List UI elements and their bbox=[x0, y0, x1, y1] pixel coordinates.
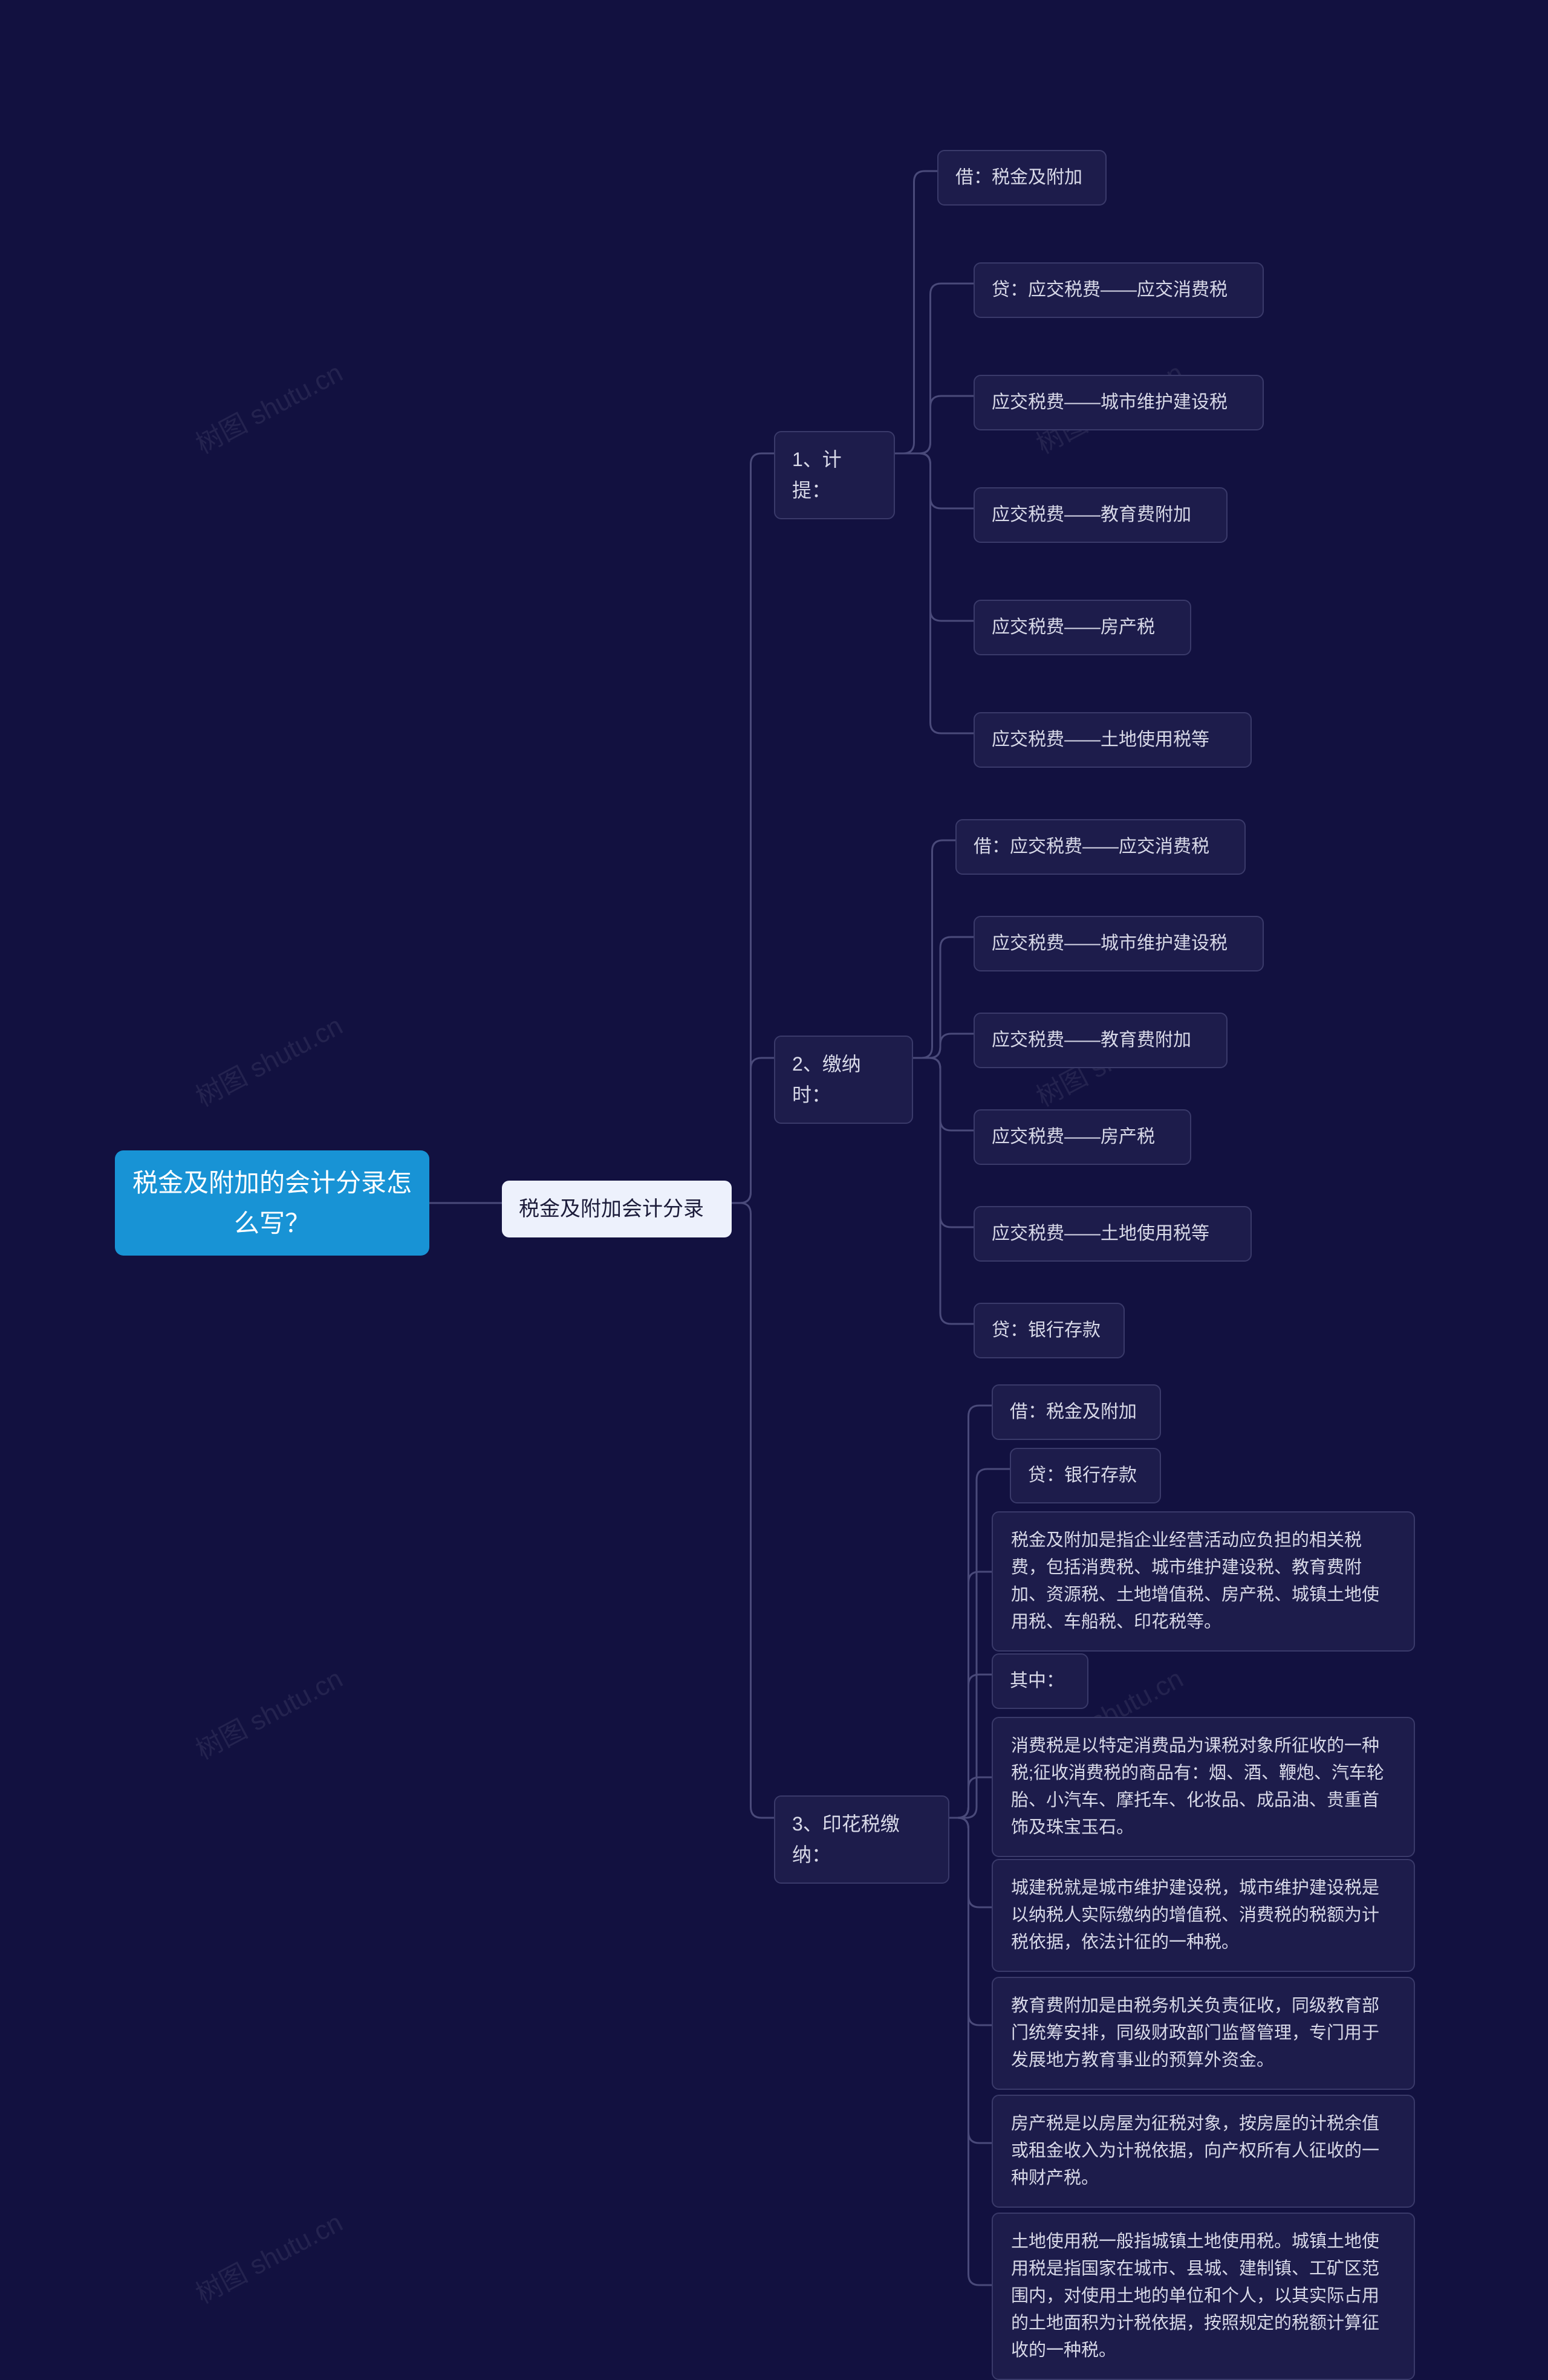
leaf-b1-1: 贷：应交税费——应交消费税 bbox=[974, 262, 1264, 318]
connector bbox=[895, 453, 974, 508]
branch-b2: 2、缴纳时： bbox=[774, 1036, 913, 1124]
leaf-b3-4: 消费税是以特定消费品为课税对象所征收的一种税;征收消费税的商品有：烟、酒、鞭炮、… bbox=[992, 1717, 1415, 1857]
connector bbox=[949, 1818, 992, 2143]
watermark: 树图 shutu.cn bbox=[188, 1004, 348, 1114]
connector bbox=[895, 453, 974, 733]
connector bbox=[913, 1058, 974, 1130]
leaf-b3-0: 借：税金及附加 bbox=[992, 1384, 1161, 1440]
leaf-b1-1-label: 贷：应交税费——应交消费税 bbox=[992, 276, 1228, 305]
leaf-b3-6: 教育费附加是由税务机关负责征收，同级教育部门统筹安排，同级财政部门监督管理，专门… bbox=[992, 1977, 1415, 2090]
sub-node: 税金及附加会计分录 bbox=[502, 1181, 732, 1237]
leaf-b3-7: 房产税是以房屋为征税对象，按房屋的计税余值或租金收入为计税依据，向产权所有人征收… bbox=[992, 2095, 1415, 2208]
leaf-b2-0-label: 借：应交税费——应交消费税 bbox=[974, 832, 1209, 861]
connector bbox=[732, 1203, 774, 1818]
connector bbox=[913, 937, 974, 1058]
leaf-b1-5: 应交税费——土地使用税等 bbox=[974, 712, 1252, 768]
connector bbox=[949, 1572, 992, 1818]
leaf-b3-2: 税金及附加是指企业经营活动应负担的相关税费，包括消费税、城市维护建设税、教育费附… bbox=[992, 1511, 1415, 1652]
leaf-b1-3-label: 应交税费——教育费附加 bbox=[992, 501, 1191, 530]
connector bbox=[949, 1818, 992, 2025]
connector bbox=[732, 453, 774, 1203]
connector bbox=[949, 1675, 992, 1818]
leaf-b2-4-label: 应交税费——土地使用税等 bbox=[992, 1219, 1209, 1248]
leaf-b3-7-label: 房产税是以房屋为征税对象，按房屋的计税余值或租金收入为计税依据，向产权所有人征收… bbox=[1011, 2110, 1396, 2192]
leaf-b3-6-label: 教育费附加是由税务机关负责征收，同级教育部门统筹安排，同级财政部门监督管理，专门… bbox=[1011, 1993, 1396, 2074]
leaf-b3-5-label: 城建税就是城市维护建设税，城市维护建设税是以纳税人实际缴纳的增值税、消费税的税额… bbox=[1011, 1875, 1396, 1956]
leaf-b3-8: 土地使用税一般指城镇土地使用税。城镇土地使用税是指国家在城市、县城、建制镇、工矿… bbox=[992, 2213, 1415, 2380]
branch-b2-label: 2、缴纳时： bbox=[792, 1049, 895, 1111]
leaf-b2-3: 应交税费——房产税 bbox=[974, 1109, 1191, 1165]
root-node: 税金及附加的会计分录怎么写？ bbox=[115, 1150, 429, 1256]
leaf-b3-3: 其中： bbox=[992, 1653, 1088, 1709]
branch-b3: 3、印花税缴纳： bbox=[774, 1795, 949, 1884]
leaf-b3-3-label: 其中： bbox=[1010, 1667, 1064, 1696]
connector bbox=[949, 1818, 992, 2285]
leaf-b1-2: 应交税费——城市维护建设税 bbox=[974, 375, 1264, 430]
connector bbox=[895, 453, 974, 621]
leaf-b1-0: 借：税金及附加 bbox=[937, 150, 1107, 206]
watermark: 树图 shutu.cn bbox=[188, 1657, 348, 1767]
branch-b1-label: 1、计提： bbox=[792, 444, 877, 506]
leaf-b2-4: 应交税费——土地使用税等 bbox=[974, 1206, 1252, 1262]
leaf-b2-1-label: 应交税费——城市维护建设税 bbox=[992, 929, 1228, 958]
leaf-b3-1-label: 贷：银行存款 bbox=[1028, 1461, 1137, 1490]
connector bbox=[895, 396, 974, 453]
root-node-label: 税金及附加的会计分录怎么写？ bbox=[132, 1162, 412, 1244]
leaf-b3-8-label: 土地使用税一般指城镇土地使用税。城镇土地使用税是指国家在城市、县城、建制镇、工矿… bbox=[1011, 2228, 1396, 2364]
connector bbox=[949, 1406, 992, 1818]
leaf-b1-4: 应交税费——房产税 bbox=[974, 600, 1191, 655]
leaf-b2-2-label: 应交税费——教育费附加 bbox=[992, 1026, 1191, 1055]
leaf-b3-0-label: 借：税金及附加 bbox=[1010, 1398, 1137, 1427]
connector bbox=[913, 840, 955, 1058]
leaf-b3-1: 贷：银行存款 bbox=[1010, 1448, 1161, 1503]
branch-b3-label: 3、印花税缴纳： bbox=[792, 1809, 931, 1870]
connector bbox=[949, 1818, 992, 1907]
leaf-b2-5: 贷：银行存款 bbox=[974, 1303, 1125, 1358]
connector bbox=[949, 1777, 992, 1818]
connector bbox=[732, 1058, 774, 1203]
connector bbox=[913, 1058, 974, 1227]
leaf-b2-1: 应交税费——城市维护建设税 bbox=[974, 916, 1264, 971]
leaf-b1-5-label: 应交税费——土地使用税等 bbox=[992, 725, 1209, 754]
leaf-b1-3: 应交税费——教育费附加 bbox=[974, 487, 1228, 543]
leaf-b2-3-label: 应交税费——房产税 bbox=[992, 1123, 1155, 1152]
connector bbox=[913, 1034, 974, 1058]
leaf-b3-2-label: 税金及附加是指企业经营活动应负担的相关税费，包括消费税、城市维护建设税、教育费附… bbox=[1011, 1527, 1396, 1636]
sub-node-label: 税金及附加会计分录 bbox=[519, 1193, 704, 1225]
connector bbox=[895, 284, 974, 453]
branch-b1: 1、计提： bbox=[774, 431, 895, 519]
watermark: 树图 shutu.cn bbox=[188, 351, 348, 461]
leaf-b2-5-label: 贷：银行存款 bbox=[992, 1316, 1101, 1345]
leaf-b2-2: 应交税费——教育费附加 bbox=[974, 1013, 1228, 1068]
connector bbox=[895, 171, 937, 453]
leaf-b1-0-label: 借：税金及附加 bbox=[955, 163, 1082, 192]
leaf-b1-2-label: 应交税费——城市维护建设税 bbox=[992, 388, 1228, 417]
watermark: 树图 shutu.cn bbox=[188, 2201, 348, 2311]
leaf-b2-0: 借：应交税费——应交消费税 bbox=[955, 819, 1246, 875]
connector bbox=[913, 1058, 974, 1324]
leaf-b3-5: 城建税就是城市维护建设税，城市维护建设税是以纳税人实际缴纳的增值税、消费税的税额… bbox=[992, 1859, 1415, 1972]
leaf-b3-4-label: 消费税是以特定消费品为课税对象所征收的一种税;征收消费税的商品有：烟、酒、鞭炮、… bbox=[1011, 1733, 1396, 1841]
leaf-b1-4-label: 应交税费——房产税 bbox=[992, 613, 1155, 642]
